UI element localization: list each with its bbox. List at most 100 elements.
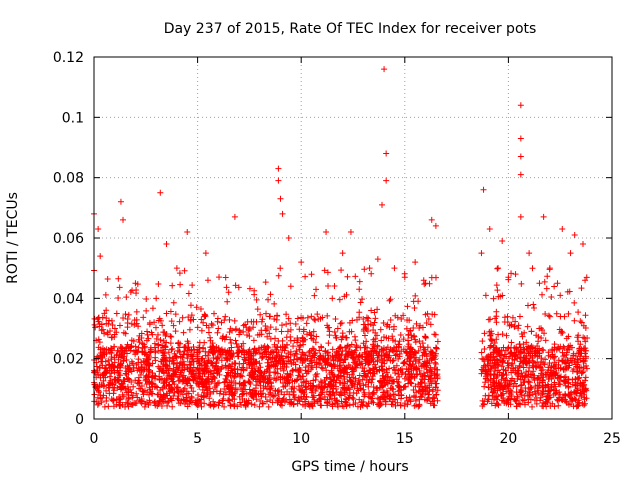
data-point [165,382,172,389]
data-point [137,371,144,378]
data-point [283,311,290,318]
data-point [255,378,262,385]
data-point [213,343,220,350]
data-point [135,323,142,330]
data-point [377,394,384,401]
data-point [210,388,217,395]
data-point [531,388,538,395]
data-point [502,367,509,374]
data-point [267,324,274,331]
data-point [426,280,433,287]
data-point [115,275,122,282]
data-point [125,392,132,399]
data-point [94,401,101,408]
data-point [113,310,120,317]
data-point [518,280,525,287]
data-point [252,385,259,392]
data-point [303,394,310,401]
data-point [265,403,272,410]
data-point [516,400,523,407]
data-point [287,283,294,290]
data-point [223,364,230,371]
data-point [333,349,340,356]
data-point [537,394,544,401]
data-point [390,364,397,371]
data-point [224,369,231,376]
data-point [385,373,392,380]
data-point [334,373,341,380]
data-point [103,307,110,314]
data-point [253,318,260,325]
data-point [296,343,303,350]
data-point [201,358,208,365]
data-point [236,380,243,387]
data-point [368,307,375,314]
x-tick-label: 15 [396,431,414,447]
data-point [157,317,164,324]
data-point [151,384,158,391]
data-point [194,402,201,409]
data-point [211,310,218,317]
data-point [225,397,232,404]
data-point [408,380,415,387]
data-point [367,394,374,401]
data-point [132,351,139,358]
data-point [164,402,171,409]
data-point [582,374,589,381]
data-point [321,358,328,365]
data-point [390,391,397,398]
data-point [512,318,519,325]
data-point [187,398,194,405]
data-point [229,391,236,398]
data-point [432,222,439,229]
data-point [495,402,502,409]
data-point [287,348,294,355]
data-point [357,361,364,368]
data-point [102,291,109,298]
data-point [293,347,300,354]
data-point [205,357,212,364]
data-point [249,374,256,381]
data-point [582,345,589,352]
data-point [383,351,390,358]
data-point [416,401,423,408]
data-point [247,380,254,387]
data-point [130,364,137,371]
data-point [347,228,354,235]
data-point [583,387,590,394]
data-point [228,367,235,374]
data-point [210,348,217,355]
data-point [546,387,553,394]
data-point [91,315,98,322]
data-point [504,364,511,371]
data-point [398,348,405,355]
data-point [356,314,363,321]
data-point [235,284,242,291]
data-point [312,339,319,346]
data-point [172,311,179,318]
data-point [407,398,414,405]
data-point [529,362,536,369]
data-point [384,369,391,376]
data-point [386,297,393,304]
data-point [263,398,270,405]
data-point [563,351,570,358]
data-point [216,274,223,281]
data-point [278,402,285,409]
data-point [365,353,372,360]
data-point [209,344,216,351]
data-point [310,346,317,353]
data-point [423,397,430,404]
data-point [517,376,524,383]
data-point [539,403,546,410]
data-point [508,270,515,277]
data-point [575,397,582,404]
data-point [163,339,170,346]
data-point [109,361,116,368]
data-point [486,328,493,335]
data-point [272,377,279,384]
data-point [211,401,218,408]
data-point [237,399,244,406]
data-point [152,357,159,364]
data-point [384,393,391,400]
